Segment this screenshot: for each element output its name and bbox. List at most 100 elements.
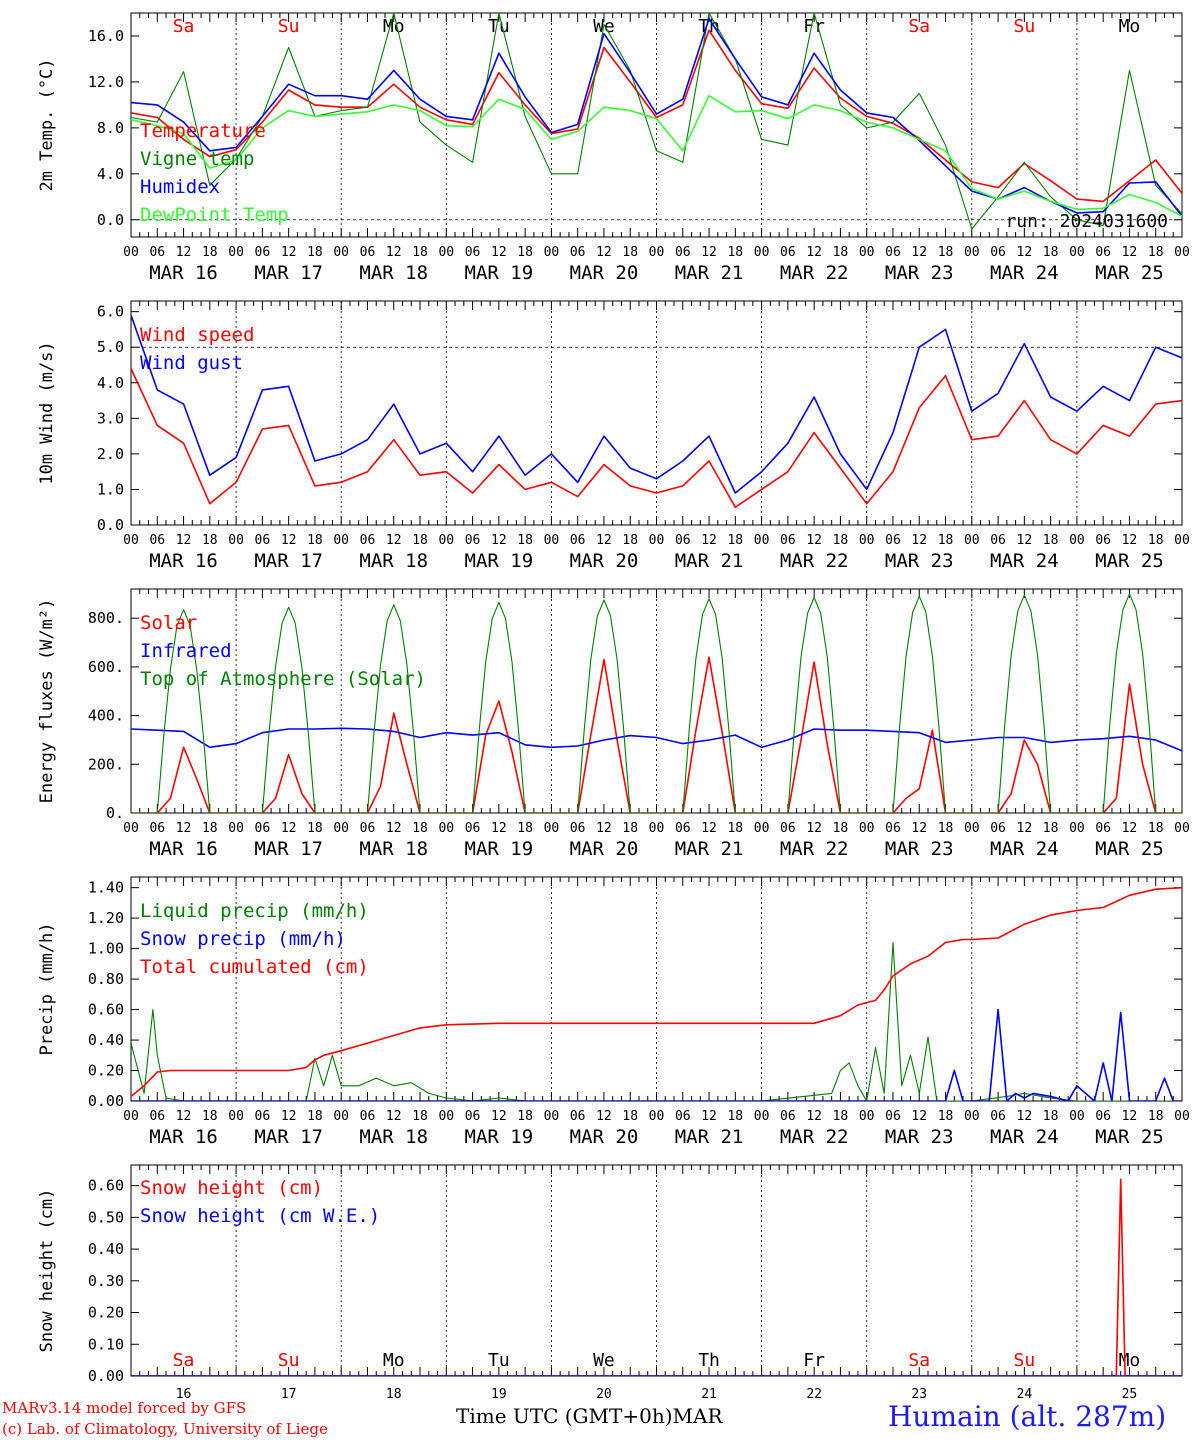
hour-tick-label: 00 <box>438 245 454 260</box>
day-label: MAR 22 <box>780 262 849 284</box>
weekday-label: Sa <box>908 16 930 37</box>
hour-tick-label: 00 <box>649 821 665 836</box>
hour-tick-label: 18 <box>833 245 849 260</box>
day-label: MAR 21 <box>675 1126 744 1148</box>
hour-tick-label: 18 <box>833 533 849 548</box>
model-label: MARv3.14 model forced by GFS <box>2 1399 247 1417</box>
hour-tick-label: 12 <box>911 1109 927 1124</box>
y-axis-title: Energy fluxes (W/m²) <box>37 599 57 804</box>
hour-tick-label: 18 <box>307 533 323 548</box>
day-label: MAR 19 <box>465 550 534 572</box>
legend-entry: Snow precip (mm/h) <box>140 928 346 950</box>
day-number-label: 19 <box>491 1387 507 1402</box>
hour-tick-label: 12 <box>1122 1109 1138 1124</box>
hour-tick-label: 18 <box>517 1109 533 1124</box>
legend-entry: Snow height (cm) <box>140 1177 323 1199</box>
hour-tick-label: 18 <box>622 533 638 548</box>
hour-tick-label: 00 <box>859 533 875 548</box>
series-line-liquid-precip-mm-h <box>131 941 1182 1101</box>
day-label: MAR 17 <box>254 550 323 572</box>
hour-tick-label: 00 <box>228 1109 244 1124</box>
legend-entry: Liquid precip (mm/h) <box>140 900 369 922</box>
hour-tick-label: 18 <box>1148 1109 1164 1124</box>
series-line-wind-speed <box>131 368 1182 509</box>
series-line-humidex <box>131 17 1182 217</box>
hour-tick-label: 12 <box>596 245 612 260</box>
hour-tick-label: 06 <box>255 821 271 836</box>
hour-tick-label: 06 <box>990 533 1006 548</box>
day-label: MAR 25 <box>1095 550 1164 572</box>
hour-tick-label: 00 <box>1174 821 1190 836</box>
hour-tick-label: 00 <box>544 1109 560 1124</box>
hour-tick-label: 18 <box>727 245 743 260</box>
y-tick-label: 0.40 <box>88 1240 124 1258</box>
weekday-label: Su <box>278 16 300 37</box>
hour-tick-label: 06 <box>990 1109 1006 1124</box>
hour-tick-label: 12 <box>386 1109 402 1124</box>
weekday-label: We <box>593 1350 615 1371</box>
hour-tick-label: 06 <box>1095 245 1111 260</box>
y-tick-label: 5.0 <box>97 338 124 356</box>
day-label: MAR 18 <box>359 838 428 860</box>
day-label: MAR 22 <box>780 838 849 860</box>
hour-tick-label: 00 <box>754 533 770 548</box>
hour-tick-label: 12 <box>701 245 717 260</box>
y-tick-label: 3.0 <box>97 409 124 427</box>
hour-tick-label: 06 <box>885 245 901 260</box>
hour-tick-label: 06 <box>885 1109 901 1124</box>
y-tick-label: 0. <box>106 804 124 822</box>
day-label: MAR 17 <box>254 838 323 860</box>
day-label: MAR 19 <box>465 838 534 860</box>
y-tick-label: 0.40 <box>88 1031 124 1049</box>
hour-tick-label: 00 <box>754 1109 770 1124</box>
hour-tick-label: 06 <box>1095 1109 1111 1124</box>
legend-entry: Snow height (cm W.E.) <box>140 1205 380 1227</box>
day-label: MAR 19 <box>465 1126 534 1148</box>
hour-tick-label: 18 <box>1148 245 1164 260</box>
y-axis-title: 10m Wind (m/s) <box>37 341 57 484</box>
hour-tick-label: 06 <box>360 533 376 548</box>
legend-entry: Wind speed <box>140 324 254 346</box>
hour-tick-label: 06 <box>465 821 481 836</box>
hour-tick-label: 18 <box>1148 821 1164 836</box>
legend-entry: Total cumulated (cm) <box>140 956 369 978</box>
hour-tick-label: 18 <box>938 1109 954 1124</box>
weekday-label: Mo <box>383 16 405 37</box>
y-tick-label: 2.0 <box>97 445 124 463</box>
hour-tick-label: 06 <box>780 245 796 260</box>
hour-tick-label: 18 <box>202 821 218 836</box>
hour-tick-label: 00 <box>649 533 665 548</box>
hour-tick-label: 18 <box>412 821 428 836</box>
model-credits: MARv3.14 model forced by GFS (c) Lab. of… <box>2 1398 328 1440</box>
weekday-label: Fr <box>803 1350 825 1371</box>
day-number-label: 18 <box>386 1387 402 1402</box>
hour-tick-label: 18 <box>307 821 323 836</box>
hour-tick-label: 12 <box>386 245 402 260</box>
hour-tick-label: 00 <box>859 1109 875 1124</box>
hour-tick-label: 12 <box>281 533 297 548</box>
hour-tick-label: 00 <box>754 245 770 260</box>
weekday-label: Sa <box>173 1350 195 1371</box>
y-tick-label: 400. <box>88 707 124 725</box>
hour-tick-label: 06 <box>570 1109 586 1124</box>
y-tick-label: 1.20 <box>88 909 124 927</box>
hour-tick-label: 12 <box>176 1109 192 1124</box>
hour-tick-label: 12 <box>176 821 192 836</box>
hour-tick-label: 18 <box>833 1109 849 1124</box>
hour-tick-label: 00 <box>1069 821 1085 836</box>
hour-tick-label: 12 <box>1122 821 1138 836</box>
hour-tick-label: 18 <box>727 821 743 836</box>
hour-tick-label: 06 <box>570 821 586 836</box>
hour-tick-label: 06 <box>149 1109 165 1124</box>
hour-tick-label: 06 <box>360 245 376 260</box>
series-line-wind-gust <box>131 314 1182 494</box>
hour-tick-label: 18 <box>1043 245 1059 260</box>
y-tick-label: 0.0 <box>97 211 124 229</box>
hour-tick-label: 00 <box>1069 245 1085 260</box>
hour-tick-label: 18 <box>202 533 218 548</box>
series-line-snow-precip-mm-h <box>131 1008 1182 1101</box>
hour-tick-label: 12 <box>596 821 612 836</box>
weekday-label: Fr <box>803 16 825 37</box>
station-title: Humain (alt. 287m) <box>888 1400 1167 1433</box>
